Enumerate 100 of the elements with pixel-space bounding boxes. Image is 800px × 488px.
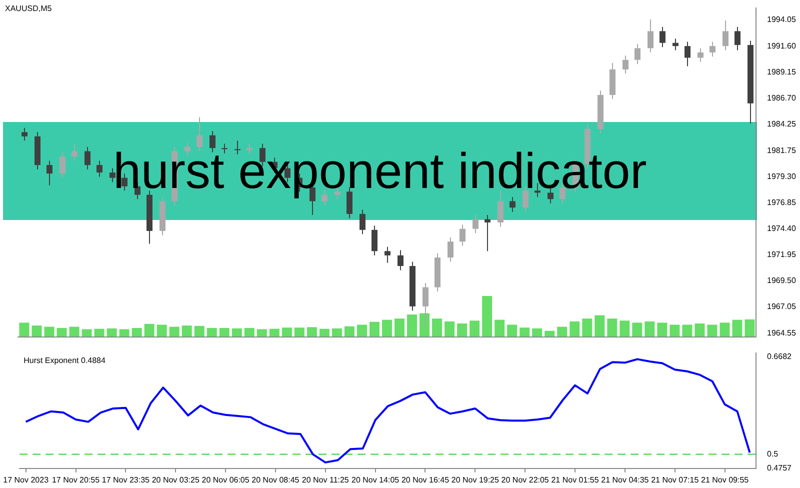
candlestick — [96, 160, 102, 178]
candlestick — [510, 196, 516, 212]
bar — [369, 322, 380, 337]
candlestick — [398, 250, 404, 271]
x-tick-label: 20 Nov 22:05 — [501, 475, 550, 484]
bar — [119, 329, 130, 337]
x-tick-label: 17 Nov 20:55 — [52, 475, 100, 484]
bar — [457, 323, 468, 337]
bar — [232, 328, 242, 337]
candlestick — [672, 38, 678, 51]
y-tick-label: 0.4757 — [767, 464, 792, 473]
bar — [620, 320, 630, 337]
x-tick-label: 20 Nov 06:05 — [202, 475, 250, 484]
y-tick-label: 1969.50 — [767, 276, 796, 286]
bar — [106, 328, 117, 337]
bar — [269, 328, 280, 337]
candlestick — [622, 55, 628, 74]
x-tick-label: 20 Nov 08:45 — [252, 475, 300, 484]
candlestick — [372, 225, 378, 256]
bar — [19, 322, 30, 337]
bar — [707, 324, 718, 337]
text: Hurst Exponent 0.4884 — [24, 356, 106, 366]
bar — [144, 324, 154, 337]
bar — [644, 321, 655, 337]
y-tick-label: 1971.95 — [767, 250, 796, 260]
candlestick — [660, 26, 666, 48]
bar — [744, 319, 755, 337]
bar — [494, 320, 505, 337]
candlestick — [448, 236, 454, 262]
x-tick-label: 17 Nov 2023 — [3, 475, 50, 484]
y-tick-label: 1981.75 — [767, 146, 796, 155]
candlestick — [72, 143, 78, 162]
bar — [532, 328, 542, 337]
bar — [520, 328, 530, 337]
y-tick-label: 1967.05 — [767, 302, 796, 312]
candlestick — [46, 160, 52, 186]
bar — [732, 320, 742, 337]
x-tick-label: 21 Nov 09:55 — [701, 475, 750, 484]
bar — [219, 328, 230, 337]
candlestick — [734, 26, 740, 51]
bar — [582, 318, 592, 337]
bar — [682, 324, 692, 337]
bar — [607, 318, 618, 337]
candlestick — [684, 41, 690, 67]
bar — [194, 326, 204, 337]
candlestick — [698, 48, 704, 62]
y-tick-label: 1964.55 — [767, 328, 796, 338]
bar — [132, 328, 142, 337]
y-tick-label: 1984.25 — [767, 119, 796, 128]
chart-subtitle: XAUUSD,M5 — [5, 4, 52, 13]
y-tick-label: 1986.70 — [767, 93, 796, 102]
candlestick — [722, 20, 728, 51]
x-tick-label: 21 Nov 04:35 — [601, 475, 650, 484]
bar — [420, 313, 430, 337]
candlestick — [60, 152, 66, 178]
bar — [156, 324, 167, 337]
bar — [44, 326, 54, 337]
x-tick-label: 20 Nov 19:25 — [451, 475, 500, 484]
candlestick — [460, 224, 466, 246]
candlestick — [484, 214, 490, 252]
bar — [244, 328, 254, 337]
bar — [632, 322, 642, 337]
candlestick — [648, 18, 654, 53]
y-tick-label: 1976.85 — [767, 198, 796, 207]
candlestick — [472, 214, 478, 234]
x-tick-label: 21 Nov 07:15 — [651, 475, 700, 484]
bar — [182, 326, 192, 337]
bar — [344, 326, 354, 337]
candlestick — [422, 282, 428, 328]
y-tick-label: 1974.40 — [767, 224, 796, 234]
bar — [206, 328, 217, 337]
candlestick — [498, 190, 504, 228]
bar — [432, 318, 442, 337]
bar — [94, 328, 104, 337]
x-tick-label: 20 Nov 11:25 — [302, 475, 350, 484]
candlestick — [22, 127, 28, 142]
bar — [470, 320, 480, 337]
bar — [407, 314, 418, 337]
candlestick — [110, 168, 116, 183]
candlestick — [548, 188, 554, 204]
x-tick-label: 20 Nov 03:25 — [152, 475, 200, 484]
candlestick — [384, 246, 390, 264]
bar — [594, 315, 605, 337]
bar — [256, 329, 267, 337]
y-tick-label: 1991.60 — [767, 41, 796, 50]
bar — [570, 321, 580, 337]
y-tick-label: 1979.30 — [767, 172, 796, 181]
y-tick-label: 1989.15 — [767, 67, 796, 76]
y-tick-label: 1994.05 — [767, 15, 796, 24]
y-tick-label: 0.6682 — [767, 352, 792, 361]
x-tick-label: 21 Nov 01:55 — [551, 475, 600, 484]
y-tick-label: 0.5 — [767, 450, 779, 459]
bar — [82, 329, 92, 337]
x-tick-label: 17 Nov 23:35 — [102, 475, 150, 484]
candlestick — [84, 146, 90, 170]
x-tick-label: 20 Nov 16:45 — [401, 475, 450, 484]
bar — [482, 296, 492, 337]
candlestick — [210, 130, 216, 153]
bar — [32, 326, 42, 337]
bar — [282, 328, 292, 337]
